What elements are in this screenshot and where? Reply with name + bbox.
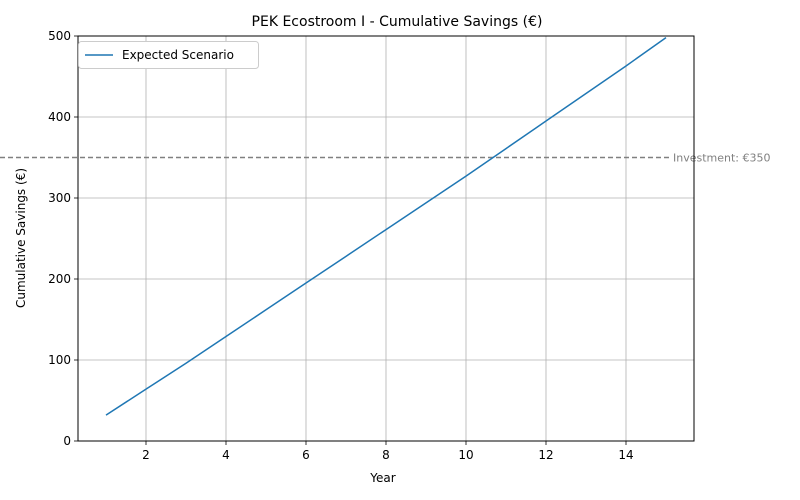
y-tick-label: 200 — [48, 272, 71, 286]
y-tick-label: 300 — [48, 191, 71, 205]
x-tick-label: 6 — [302, 448, 310, 462]
legend-box — [78, 41, 259, 69]
legend-label: Expected Scenario — [122, 48, 234, 62]
x-tick-label: 10 — [458, 448, 473, 462]
x-tick-label: 4 — [222, 448, 230, 462]
y-axis-ticks: 0 100 200 300 400 500 — [48, 29, 78, 448]
x-axis-ticks: 2 4 6 8 10 12 14 — [142, 441, 634, 462]
x-axis-label: Year — [369, 471, 395, 485]
grid — [78, 35, 694, 442]
y-tick-label: 400 — [48, 110, 71, 124]
chart-title: PEK Ecostroom I - Cumulative Savings (€) — [252, 14, 543, 30]
y-tick-label: 100 — [48, 353, 71, 367]
y-tick-label: 0 — [63, 434, 71, 448]
legend: Expected Scenario — [78, 41, 259, 69]
reference-line-group: Investment: €350 — [0, 152, 771, 165]
y-axis-label: Cumulative Savings (€) — [14, 168, 28, 308]
x-tick-label: 14 — [618, 448, 633, 462]
x-tick-label: 2 — [142, 448, 150, 462]
y-tick-label: 500 — [48, 29, 71, 43]
series-group — [105, 37, 667, 416]
x-tick-label: 8 — [382, 448, 390, 462]
investment-reference-label: Investment: €350 — [673, 152, 771, 165]
x-tick-label: 12 — [538, 448, 553, 462]
